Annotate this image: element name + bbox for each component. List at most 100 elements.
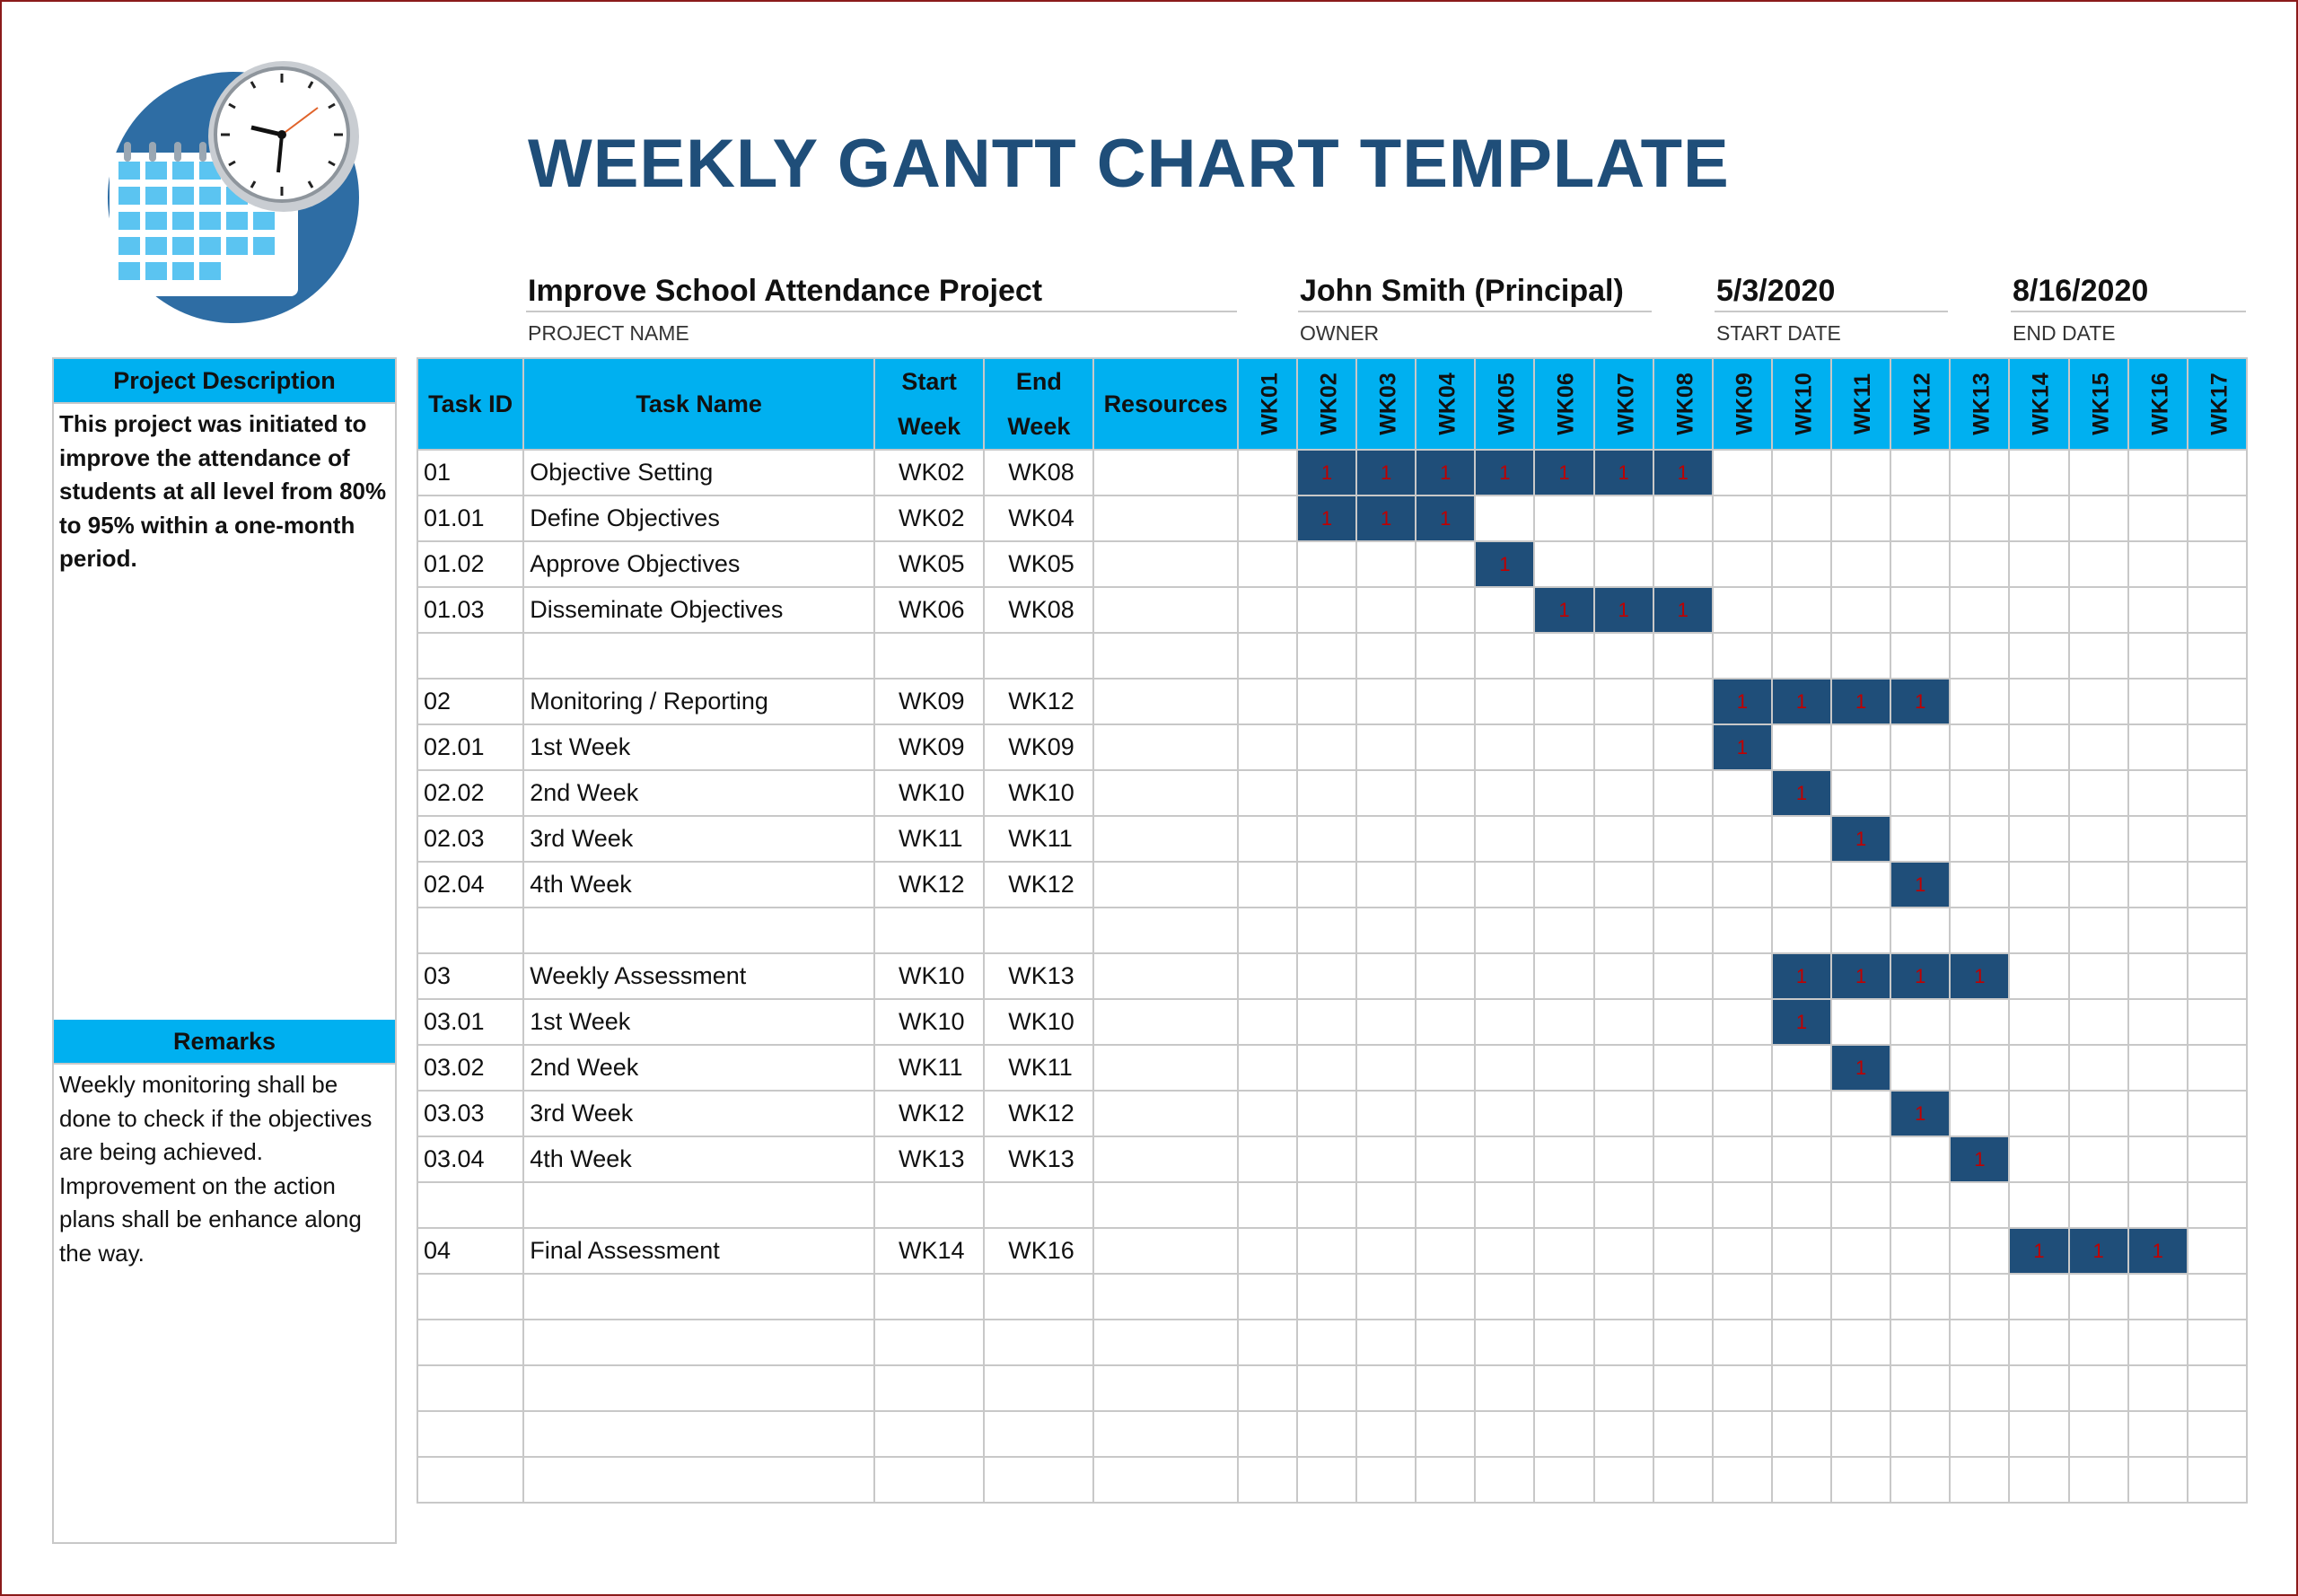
start-week-cell[interactable]: WK14 bbox=[873, 1227, 986, 1275]
task-id-cell[interactable] bbox=[416, 632, 525, 680]
gantt-empty-cell[interactable] bbox=[1711, 1319, 1773, 1366]
gantt-empty-cell[interactable] bbox=[1890, 495, 1952, 542]
start-week-cell[interactable] bbox=[873, 1273, 986, 1320]
gantt-empty-cell[interactable] bbox=[1295, 1181, 1358, 1229]
gantt-empty-cell[interactable] bbox=[1711, 495, 1773, 542]
end-week-cell[interactable]: WK12 bbox=[983, 678, 1095, 725]
gantt-bar-cell[interactable]: 1 bbox=[1592, 449, 1654, 496]
task-id-cell[interactable]: 03.02 bbox=[416, 1044, 525, 1092]
gantt-empty-cell[interactable] bbox=[1295, 1090, 1358, 1137]
gantt-empty-cell[interactable] bbox=[2008, 632, 2070, 680]
task-name-cell[interactable]: Objective Setting bbox=[522, 449, 875, 496]
gantt-bar-cell[interactable]: 1 bbox=[1711, 678, 1773, 725]
gantt-empty-cell[interactable] bbox=[1415, 1456, 1477, 1504]
end-week-cell[interactable] bbox=[983, 1273, 1095, 1320]
gantt-empty-cell[interactable] bbox=[1295, 1227, 1358, 1275]
gantt-empty-cell[interactable] bbox=[1295, 1044, 1358, 1092]
gantt-empty-cell[interactable] bbox=[1652, 815, 1714, 863]
gantt-empty-cell[interactable] bbox=[1415, 1410, 1477, 1458]
task-id-cell[interactable] bbox=[416, 1456, 525, 1504]
gantt-empty-cell[interactable] bbox=[1890, 1319, 1952, 1366]
gantt-empty-cell[interactable] bbox=[1295, 1456, 1358, 1504]
gantt-empty-cell[interactable] bbox=[1415, 998, 1477, 1046]
gantt-empty-cell[interactable] bbox=[1890, 586, 1952, 634]
gantt-empty-cell[interactable] bbox=[1949, 678, 2011, 725]
gantt-empty-cell[interactable] bbox=[1949, 815, 2011, 863]
gantt-empty-cell[interactable] bbox=[1652, 1136, 1714, 1183]
gantt-empty-cell[interactable] bbox=[1830, 449, 1892, 496]
gantt-empty-cell[interactable] bbox=[1236, 861, 1298, 908]
gantt-empty-cell[interactable] bbox=[1592, 632, 1654, 680]
task-name-cell[interactable]: Define Objectives bbox=[522, 495, 875, 542]
gantt-empty-cell[interactable] bbox=[2067, 815, 2129, 863]
gantt-empty-cell[interactable] bbox=[1415, 1136, 1477, 1183]
gantt-empty-cell[interactable] bbox=[1770, 1410, 1833, 1458]
gantt-empty-cell[interactable] bbox=[1949, 1410, 2011, 1458]
gantt-empty-cell[interactable] bbox=[2067, 1410, 2129, 1458]
task-id-cell[interactable]: 01 bbox=[416, 449, 525, 496]
gantt-empty-cell[interactable] bbox=[1474, 815, 1536, 863]
gantt-empty-cell[interactable] bbox=[2127, 1319, 2188, 1366]
task-name-cell[interactable] bbox=[522, 1181, 875, 1229]
gantt-empty-cell[interactable] bbox=[2186, 540, 2249, 588]
gantt-empty-cell[interactable] bbox=[1592, 1044, 1654, 1092]
start-week-cell[interactable]: WK02 bbox=[873, 495, 986, 542]
gantt-empty-cell[interactable] bbox=[1533, 1227, 1595, 1275]
gantt-empty-cell[interactable] bbox=[1474, 495, 1536, 542]
gantt-empty-cell[interactable] bbox=[1890, 540, 1952, 588]
gantt-empty-cell[interactable] bbox=[2067, 907, 2129, 954]
start-week-cell[interactable] bbox=[873, 632, 986, 680]
task-name-cell[interactable]: Disseminate Objectives bbox=[522, 586, 875, 634]
gantt-bar-cell[interactable]: 1 bbox=[2127, 1227, 2188, 1275]
gantt-empty-cell[interactable] bbox=[1295, 678, 1358, 725]
gantt-empty-cell[interactable] bbox=[1830, 1273, 1892, 1320]
gantt-bar-cell[interactable]: 1 bbox=[1711, 723, 1773, 771]
gantt-empty-cell[interactable] bbox=[1949, 1227, 2011, 1275]
gantt-empty-cell[interactable] bbox=[1474, 1273, 1536, 1320]
gantt-empty-cell[interactable] bbox=[1355, 1319, 1417, 1366]
start-week-cell[interactable] bbox=[873, 1319, 986, 1366]
gantt-empty-cell[interactable] bbox=[1592, 769, 1654, 817]
gantt-empty-cell[interactable] bbox=[2127, 815, 2188, 863]
gantt-bar-cell[interactable]: 1 bbox=[1295, 449, 1358, 496]
gantt-empty-cell[interactable] bbox=[1949, 540, 2011, 588]
resources-cell[interactable] bbox=[1092, 1227, 1239, 1275]
gantt-empty-cell[interactable] bbox=[2067, 1456, 2129, 1504]
gantt-bar-cell[interactable]: 1 bbox=[1949, 1136, 2011, 1183]
gantt-empty-cell[interactable] bbox=[2067, 861, 2129, 908]
gantt-empty-cell[interactable] bbox=[1474, 998, 1536, 1046]
resources-cell[interactable] bbox=[1092, 723, 1239, 771]
gantt-empty-cell[interactable] bbox=[1533, 632, 1595, 680]
gantt-empty-cell[interactable] bbox=[1890, 998, 1952, 1046]
start-week-cell[interactable]: WK10 bbox=[873, 952, 986, 1000]
gantt-empty-cell[interactable] bbox=[2008, 1044, 2070, 1092]
end-week-cell[interactable] bbox=[983, 907, 1095, 954]
gantt-empty-cell[interactable] bbox=[1415, 769, 1477, 817]
gantt-empty-cell[interactable] bbox=[1770, 861, 1833, 908]
gantt-empty-cell[interactable] bbox=[2186, 861, 2249, 908]
gantt-empty-cell[interactable] bbox=[2067, 632, 2129, 680]
gantt-bar-cell[interactable]: 1 bbox=[1830, 815, 1892, 863]
gantt-empty-cell[interactable] bbox=[1236, 723, 1298, 771]
task-name-cell[interactable]: 1st Week bbox=[522, 723, 875, 771]
gantt-empty-cell[interactable] bbox=[1890, 1044, 1952, 1092]
gantt-empty-cell[interactable] bbox=[1474, 723, 1536, 771]
start-week-cell[interactable] bbox=[873, 1364, 986, 1412]
gantt-empty-cell[interactable] bbox=[2186, 1044, 2249, 1092]
gantt-empty-cell[interactable] bbox=[1890, 815, 1952, 863]
end-week-cell[interactable] bbox=[983, 1319, 1095, 1366]
gantt-empty-cell[interactable] bbox=[1890, 723, 1952, 771]
gantt-empty-cell[interactable] bbox=[1236, 1456, 1298, 1504]
gantt-empty-cell[interactable] bbox=[1890, 449, 1952, 496]
gantt-empty-cell[interactable] bbox=[1770, 495, 1833, 542]
gantt-empty-cell[interactable] bbox=[1533, 540, 1595, 588]
resources-cell[interactable] bbox=[1092, 678, 1239, 725]
gantt-empty-cell[interactable] bbox=[1236, 1181, 1298, 1229]
start-week-cell[interactable]: WK02 bbox=[873, 449, 986, 496]
gantt-bar-cell[interactable]: 1 bbox=[1830, 678, 1892, 725]
gantt-empty-cell[interactable] bbox=[1711, 1273, 1773, 1320]
gantt-empty-cell[interactable] bbox=[2008, 1090, 2070, 1137]
task-id-cell[interactable]: 02.02 bbox=[416, 769, 525, 817]
gantt-empty-cell[interactable] bbox=[1355, 1227, 1417, 1275]
gantt-empty-cell[interactable] bbox=[2008, 952, 2070, 1000]
